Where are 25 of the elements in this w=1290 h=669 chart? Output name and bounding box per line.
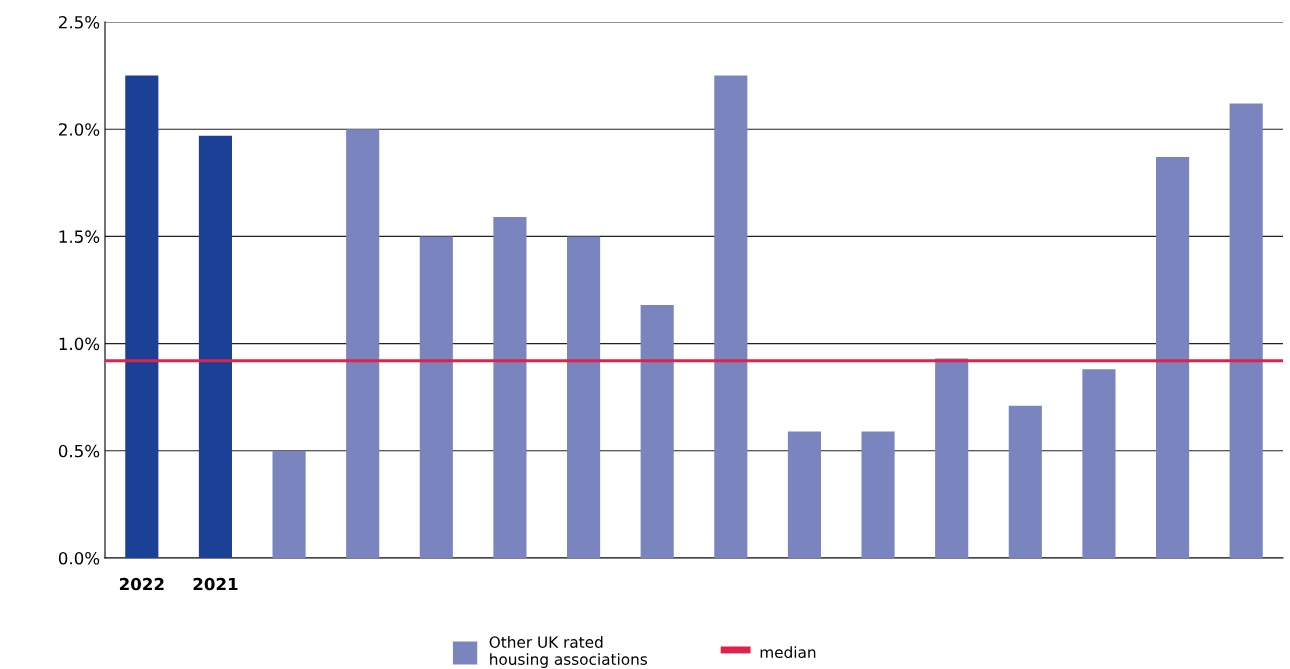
bar: [640, 305, 674, 558]
x-tick-label: 2022: [119, 577, 164, 591]
bar: [346, 129, 380, 558]
bar: [272, 450, 306, 558]
bar: [787, 431, 821, 558]
bar: [198, 135, 232, 558]
y-tick-label: 2.5%: [59, 15, 100, 29]
bar: [493, 217, 527, 558]
y-tick-label: 0.0%: [58, 551, 100, 565]
bar: [714, 75, 748, 558]
bar: [567, 236, 601, 558]
bar: [1082, 369, 1116, 558]
legend-label: Other UK rated housing associations: [489, 636, 648, 668]
y-tick-label: 1.0%: [59, 337, 100, 351]
bar: [1229, 103, 1263, 558]
bar: [1156, 157, 1190, 558]
bar: [125, 75, 159, 558]
bar: [419, 236, 453, 558]
bar: [861, 431, 895, 558]
y-tick-label: 1.5%: [59, 230, 100, 243]
bar: [1008, 405, 1042, 558]
legend-label: median: [760, 646, 816, 659]
y-tick-label: 0.5%: [58, 444, 100, 458]
y-tick-label: 2.0%: [59, 123, 100, 136]
x-tick-label: 2021: [193, 577, 238, 591]
